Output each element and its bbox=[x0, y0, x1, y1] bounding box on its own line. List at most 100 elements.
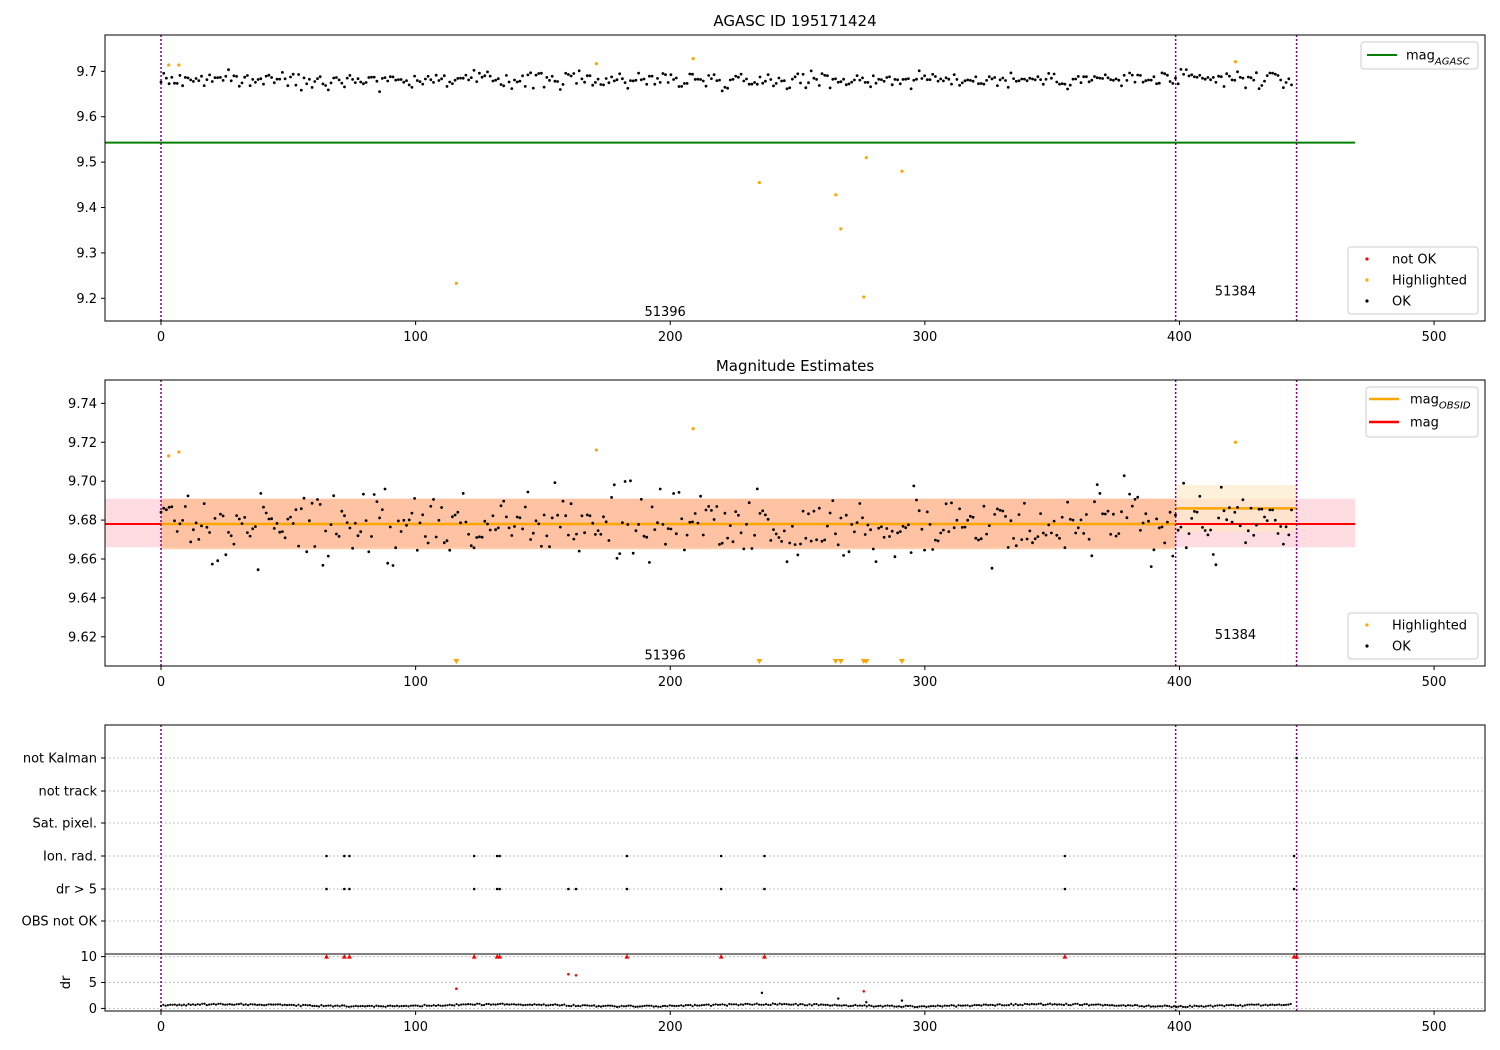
agasc-ok-point bbox=[1047, 72, 1051, 75]
agasc-ok-point bbox=[580, 77, 584, 81]
dr-point bbox=[547, 1004, 550, 1007]
legend-point-swatch bbox=[1365, 623, 1369, 627]
dr-point bbox=[1269, 1003, 1272, 1007]
obsid-label: 51396 bbox=[644, 648, 685, 663]
magnitude-ok-point bbox=[952, 526, 956, 530]
magnitude-ok-point bbox=[877, 526, 881, 530]
dr-point bbox=[210, 1003, 213, 1006]
dr-point bbox=[845, 1004, 848, 1007]
agasc-ok-point bbox=[591, 83, 595, 87]
dr-point bbox=[1126, 1004, 1130, 1007]
magnitude-ok-point bbox=[537, 522, 541, 526]
magnitude-ok-point bbox=[332, 494, 336, 498]
dr-point bbox=[169, 1003, 172, 1006]
dr-point bbox=[888, 1004, 891, 1008]
dr-point bbox=[549, 1003, 552, 1007]
dr-point bbox=[748, 1003, 752, 1006]
dr-point bbox=[1248, 1003, 1251, 1006]
magnitude-ok-point bbox=[1268, 508, 1272, 512]
dr-point bbox=[916, 1005, 919, 1009]
agasc-ok-point bbox=[1155, 82, 1158, 86]
dr-point bbox=[363, 1005, 367, 1008]
magnitude-ok-point bbox=[283, 536, 287, 540]
magnitude-ok-point bbox=[723, 511, 727, 515]
dr-point bbox=[959, 1004, 962, 1007]
agasc-ok-point bbox=[656, 77, 659, 80]
offscale-highlighted-marker bbox=[898, 659, 905, 664]
dr-point bbox=[439, 1004, 442, 1007]
obsid-label: 51396 bbox=[644, 305, 685, 320]
dr-point bbox=[375, 1004, 378, 1007]
magnitude-ok-point bbox=[310, 501, 314, 505]
magnitude-ok-point bbox=[734, 510, 738, 513]
magnitude-ok-point bbox=[305, 550, 309, 554]
agasc-ok-point bbox=[575, 82, 578, 85]
magnitude-ok-point bbox=[1063, 546, 1067, 549]
dr-point bbox=[1042, 1003, 1045, 1007]
dr-point bbox=[758, 1003, 761, 1006]
dr-point bbox=[306, 1004, 309, 1007]
magnitude-ok-point bbox=[1233, 510, 1237, 514]
magnitude-ok-point bbox=[826, 524, 829, 528]
magnitude-ok-point bbox=[866, 523, 870, 527]
dr-point bbox=[1246, 1003, 1249, 1006]
agasc-ok-point bbox=[518, 79, 522, 83]
agasc-ok-point bbox=[178, 74, 182, 77]
magnitude-ok-point bbox=[302, 496, 306, 500]
dr-point bbox=[634, 1005, 637, 1009]
magnitude-ok-point bbox=[165, 508, 168, 512]
agasc-ok-point bbox=[828, 86, 832, 90]
magnitude-xtick-0: 0 bbox=[157, 675, 165, 690]
dr-point bbox=[425, 1004, 428, 1007]
magnitude-ok-point bbox=[928, 523, 932, 526]
dr-point bbox=[806, 1004, 809, 1007]
dr-point bbox=[412, 1004, 415, 1007]
dr-point bbox=[742, 1003, 745, 1006]
dr-point bbox=[881, 1005, 884, 1008]
agasc-ok-point bbox=[275, 77, 279, 81]
agasc-ok-point bbox=[1163, 72, 1167, 76]
agasc-ok-point bbox=[1063, 82, 1067, 86]
dr-point bbox=[221, 1003, 224, 1006]
dr-point bbox=[1074, 1002, 1077, 1005]
magnitude-ok-point bbox=[383, 487, 387, 491]
agasc-ok-point bbox=[335, 76, 338, 79]
agasc-ok-point bbox=[1201, 76, 1204, 80]
dr-point bbox=[428, 1004, 431, 1007]
dr-point bbox=[579, 1005, 582, 1008]
magnitude-ok-point bbox=[594, 533, 597, 536]
agasc-highlighted-point bbox=[864, 155, 868, 160]
dr-point bbox=[524, 1003, 527, 1007]
agasc-ok-point bbox=[1168, 80, 1172, 83]
dr-point bbox=[434, 1004, 438, 1008]
agasc-ok-point bbox=[850, 80, 854, 84]
magnitude-ok-point bbox=[855, 521, 859, 524]
agasc-ok-point bbox=[216, 76, 220, 79]
dr-ytick: 5 bbox=[89, 976, 97, 991]
agasc-ok-point bbox=[588, 74, 592, 78]
agasc-ok-point bbox=[844, 83, 848, 87]
agasc-ok-point bbox=[809, 69, 813, 73]
agasc-ok-point bbox=[834, 77, 837, 81]
dr-point bbox=[1062, 1003, 1065, 1007]
agasc-ok-point bbox=[1214, 80, 1218, 84]
agasc-ok-point bbox=[305, 82, 309, 86]
dr-point bbox=[675, 1004, 678, 1008]
dr-point bbox=[217, 1002, 220, 1005]
dr-point bbox=[1097, 1003, 1100, 1006]
dr-point bbox=[1016, 1004, 1020, 1007]
magnitude-ok-point bbox=[451, 515, 454, 519]
magnitude-ok-point bbox=[407, 518, 411, 522]
agasc-ok-point bbox=[707, 74, 711, 77]
dr-point bbox=[618, 1005, 621, 1008]
dr-point bbox=[980, 1004, 983, 1007]
magnitude-ok-point bbox=[434, 535, 438, 539]
magnitude-ok-point bbox=[1058, 536, 1061, 540]
agasc-ok-point bbox=[831, 77, 835, 81]
agasc-ok-point bbox=[777, 76, 781, 80]
offscale-highlighted-marker bbox=[863, 659, 870, 664]
magnitude-ok-point bbox=[159, 510, 163, 514]
agasc-ok-point bbox=[410, 85, 414, 89]
magnitude-ok-point bbox=[1228, 506, 1231, 509]
dr-point bbox=[819, 1003, 823, 1006]
